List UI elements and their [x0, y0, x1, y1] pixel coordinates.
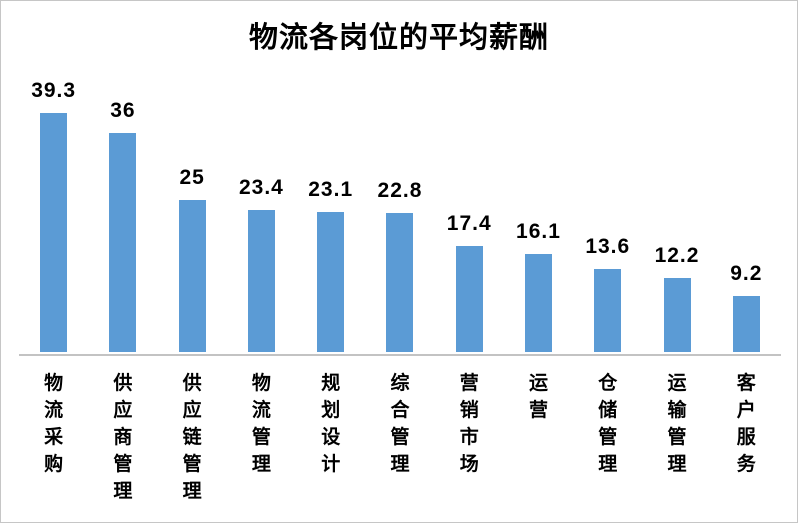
category-label: 客户服务: [736, 373, 756, 475]
bar-value-label: 36: [110, 99, 136, 122]
plot-area: 39.3 36 25 23.4 23.1 22.8 17.4 16.1 13.6 12.2 9.2: [19, 79, 781, 352]
bar-column: 12.2: [642, 244, 711, 352]
category-label: 供应链管理: [182, 373, 202, 502]
category-label: 规划设计: [321, 373, 341, 475]
bar-column: 39.3: [19, 79, 88, 352]
bar-value-label: 23.4: [238, 176, 284, 199]
bar-value-label: 9.2: [730, 262, 763, 285]
bar-value-label: 12.2: [654, 244, 700, 267]
bar-column: 22.8: [365, 179, 434, 352]
category-label: 综合管理: [390, 373, 410, 475]
bar-value-label: 13.6: [585, 235, 631, 258]
x-axis-line: [19, 354, 781, 356]
bar: [732, 296, 760, 352]
bar-value-label: 22.8: [377, 179, 423, 202]
bar-column: 17.4: [435, 212, 504, 352]
bar: [663, 278, 691, 352]
bar-column: 23.4: [227, 176, 296, 352]
bar: [455, 246, 483, 352]
chart-title: 物流各岗位的平均薪酬: [248, 22, 549, 54]
bar: [524, 254, 552, 352]
bar-column: 36: [88, 99, 157, 352]
category-label: 仓储管理: [598, 373, 618, 475]
bar-column: 23.1: [296, 178, 365, 352]
bar-value-label: 23.1: [308, 178, 354, 201]
category-label: 物流管理: [251, 373, 271, 475]
bar-column: 25: [158, 166, 227, 352]
bar-value-label: 39.3: [31, 79, 77, 102]
bar: [594, 269, 622, 352]
category-label: 运输管理: [667, 373, 687, 475]
category-label: 物流采购: [44, 373, 64, 475]
bar-value-label: 16.1: [516, 220, 561, 243]
bar: [386, 213, 414, 352]
x-axis-labels: 物流采购 供应商管理 供应链管理 物流管理 规划设计 综合管理 营销市场 运营 仓储管理 运输管理…: [19, 370, 781, 505]
bar-value-label: 17.4: [446, 212, 492, 235]
bar: [109, 133, 137, 352]
category-label: 营销市场: [459, 373, 479, 475]
bar: [40, 113, 68, 352]
bar-column: 16.1: [504, 220, 573, 352]
bar-value-label: 25: [179, 166, 205, 189]
bar: [178, 200, 206, 352]
bar: [317, 212, 345, 352]
bar-column: 9.2: [712, 262, 781, 352]
category-label: 供应商管理: [113, 373, 133, 502]
category-label: 运营: [528, 373, 548, 421]
bar: [247, 210, 275, 352]
bar-column: 13.6: [573, 235, 642, 352]
